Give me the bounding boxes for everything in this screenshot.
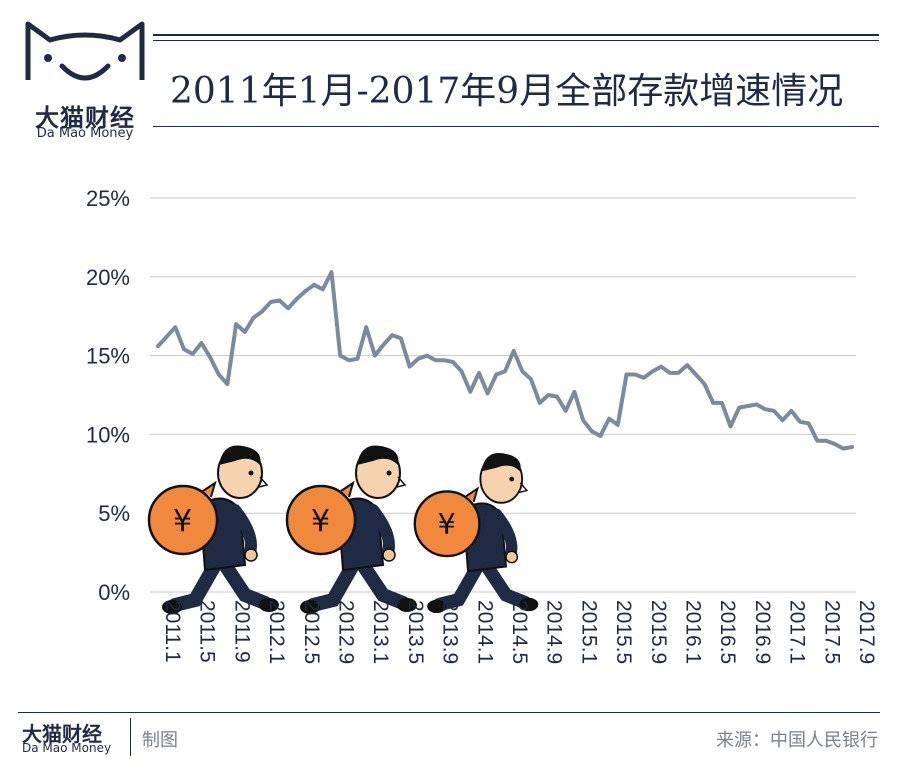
y-tick-label: 10% [86,422,130,447]
footer-brand-cn: 大猫财经 [22,722,102,746]
footer-source: 来源：中国人民银行 [716,730,878,751]
x-tick-label: 2015.5 [612,600,635,664]
x-tick-label: 2015.9 [647,600,670,664]
x-tick-label: 2013.1 [369,600,392,664]
svg-text:¥: ¥ [311,504,330,539]
x-tick-label: 2016.1 [682,600,705,664]
cat-logo-icon [25,21,145,81]
x-tick-label: 2016.5 [716,600,739,664]
footer-made-label: 制图 [142,730,178,751]
x-tick-label: 2017.1 [786,600,809,664]
x-tick-label: 2014.1 [473,600,496,664]
x-tick-label: 2017.5 [820,600,843,664]
person-with-money-bag-icon: ¥ [413,452,539,614]
footer-separator [130,718,131,756]
x-tick-label: 2014.9 [543,600,566,664]
y-tick-label: 15% [86,344,130,369]
x-tick-label: 2015.1 [577,600,600,664]
title-rule-top [153,34,879,36]
x-tick-label: 2012.5 [300,600,323,664]
y-tick-label: 5% [98,501,130,526]
y-tick-labels: 0% 5% 10% 15% 20% 25% [86,186,130,605]
logo-text-en: Da Mao Money [36,126,134,141]
x-tick-label: 2016.9 [751,600,774,664]
footer-rule [18,712,880,713]
x-tick-label: 2012.9 [335,600,358,664]
y-tick-label: 20% [86,265,130,290]
title-rule-top-thin [153,40,879,41]
illustration-people: ¥ ¥ ¥ [147,445,539,614]
footer-brand-en: Da Mao Money [22,741,112,755]
x-tick-label: 2011.1 [161,600,184,663]
grid-layer [150,197,856,593]
x-tick-label: 2017.9 [855,600,878,664]
x-tick-labels: 2011.1 2011.5 2011.9 2012.1 2012.5 2012.9 2013… [161,600,878,664]
logo: 大猫财经 Da Mao Money [20,18,150,143]
person-with-money-bag-icon: ¥ [285,445,417,614]
svg-text:¥: ¥ [173,504,192,539]
person-with-money-bag-icon: ¥ [147,445,279,614]
series-line-deposit-growth [156,270,854,451]
svg-text:¥: ¥ [438,508,456,541]
x-tick-label: 2011.9 [230,600,253,663]
x-tick-label: 2013.5 [404,600,427,664]
x-tick-label: 2014.5 [508,600,531,664]
page-title: 2011年1月-2017年9月全部存款增速情况 [170,71,844,112]
x-tick-label: 2011.5 [196,600,219,663]
title-rule-bottom [153,126,879,127]
logo-text-cn: 大猫财经 [35,104,135,132]
y-tick-label: 0% [98,580,130,605]
deposit-growth-chart: 0%5%10%15%20%25% ¥ ¥ ¥ 2011.1 2011.5 2011.9 2… [86,186,878,664]
x-tick-label: 2012.1 [265,600,288,664]
y-tick-label: 25% [86,186,130,211]
x-tick-label: 2013.9 [439,600,462,664]
